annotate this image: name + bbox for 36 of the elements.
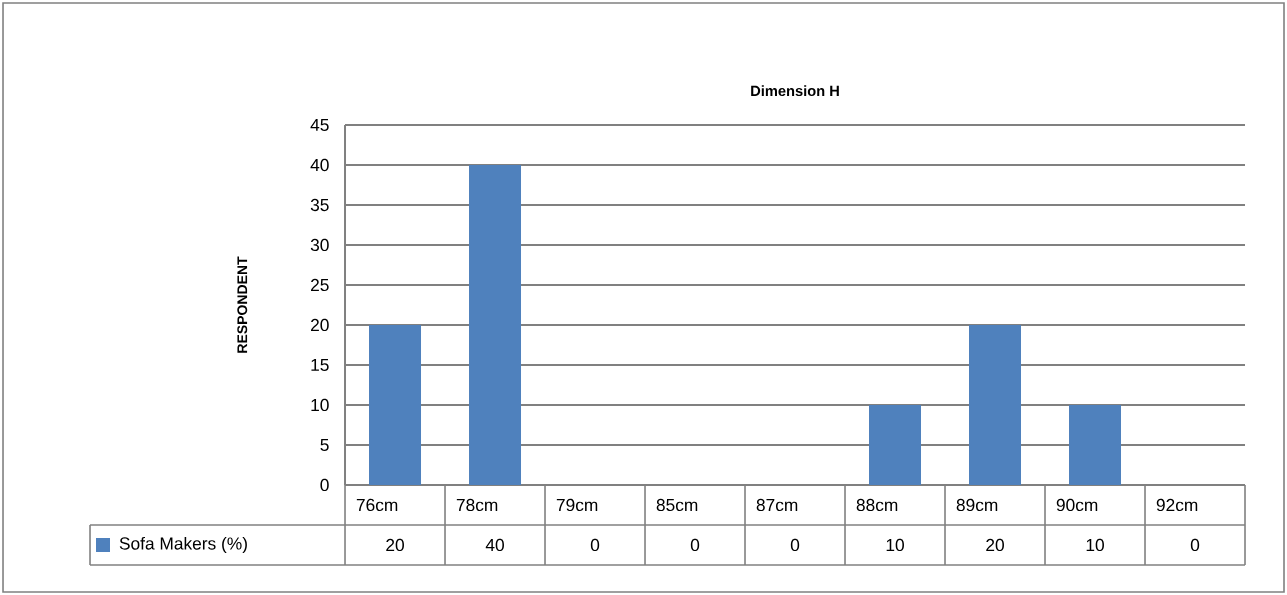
x-tick-label: 79cm — [556, 498, 598, 512]
x-tick-label: 92cm — [1156, 498, 1198, 512]
data-label: 0 — [1190, 538, 1200, 552]
y-tick-label: 15 — [311, 358, 329, 372]
x-tick-label: 78cm — [456, 498, 498, 512]
data-label: 0 — [790, 538, 800, 552]
x-tick-label: 89cm — [956, 498, 998, 512]
x-tick-label: 88cm — [856, 498, 898, 512]
chart-title: Dimension H — [751, 85, 839, 97]
data-label: 20 — [986, 538, 1004, 552]
y-tick-label: 5 — [320, 438, 329, 452]
data-label: 40 — [485, 538, 504, 552]
data-label: 10 — [886, 538, 904, 552]
data-label: 20 — [386, 538, 404, 552]
y-tick-label: 10 — [311, 398, 329, 412]
bar — [1069, 404, 1121, 485]
y-tick-label: 20 — [311, 318, 329, 332]
y-tick-label: 45 — [310, 118, 329, 132]
legend-label: Sofa Makers (%) — [119, 536, 247, 554]
y-tick-label: 35 — [310, 198, 329, 212]
x-tick-label: 87cm — [756, 498, 798, 512]
y-tick-label: 0 — [320, 478, 329, 492]
y-tick-label: 30 — [310, 238, 329, 252]
y-tick-label: 40 — [310, 158, 329, 172]
x-tick-label: 76cm — [356, 498, 398, 512]
data-label: 0 — [590, 538, 600, 552]
x-tick-label: 90cm — [1056, 498, 1098, 512]
y-axis-title: RESPONDENT — [237, 256, 248, 353]
bar — [869, 404, 922, 485]
y-tick-label: 25 — [311, 278, 329, 292]
x-tick-label: 85cm — [656, 498, 698, 512]
bar — [469, 164, 522, 485]
bar — [969, 324, 1022, 485]
bar — [369, 324, 422, 485]
data-label: 10 — [1086, 538, 1104, 552]
data-label: 0 — [690, 538, 700, 552]
